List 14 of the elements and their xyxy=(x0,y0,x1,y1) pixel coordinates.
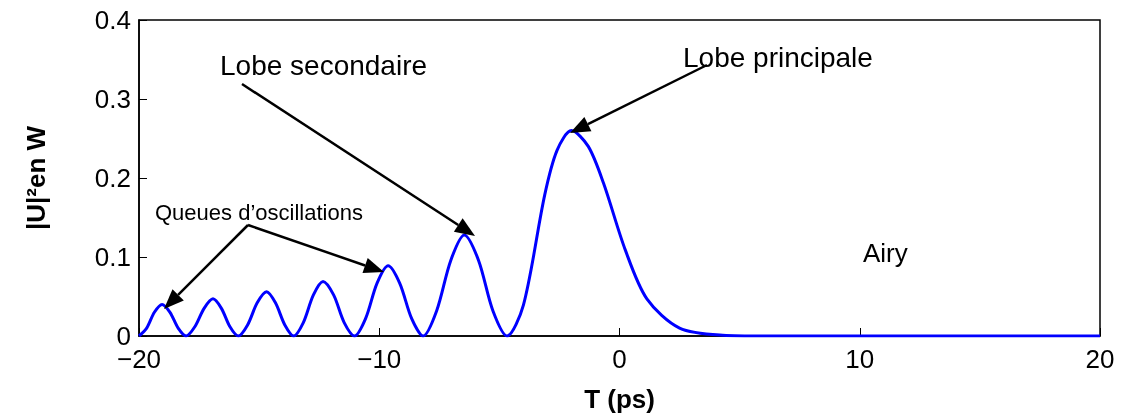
x-tick-label: 10 xyxy=(845,344,875,374)
annotation: Lobe secondaire xyxy=(220,50,428,81)
annotation: Airy xyxy=(863,238,908,268)
annotation: Lobe principale xyxy=(683,42,873,73)
y-tick-label: 0.3 xyxy=(94,84,131,114)
y-tick-label: 0.2 xyxy=(94,163,131,193)
x-axis-title: T (ps) xyxy=(584,384,655,414)
y-tick-label: 0.1 xyxy=(94,242,131,272)
y-axis-title: |U|²en W xyxy=(21,125,51,231)
y-tick-label: 0.4 xyxy=(94,5,131,35)
x-tick-label: −10 xyxy=(357,344,402,374)
x-tick-label: 20 xyxy=(1085,344,1115,374)
annotation: Queues d’oscillations xyxy=(155,200,363,225)
x-tick-label: 0 xyxy=(612,344,627,374)
